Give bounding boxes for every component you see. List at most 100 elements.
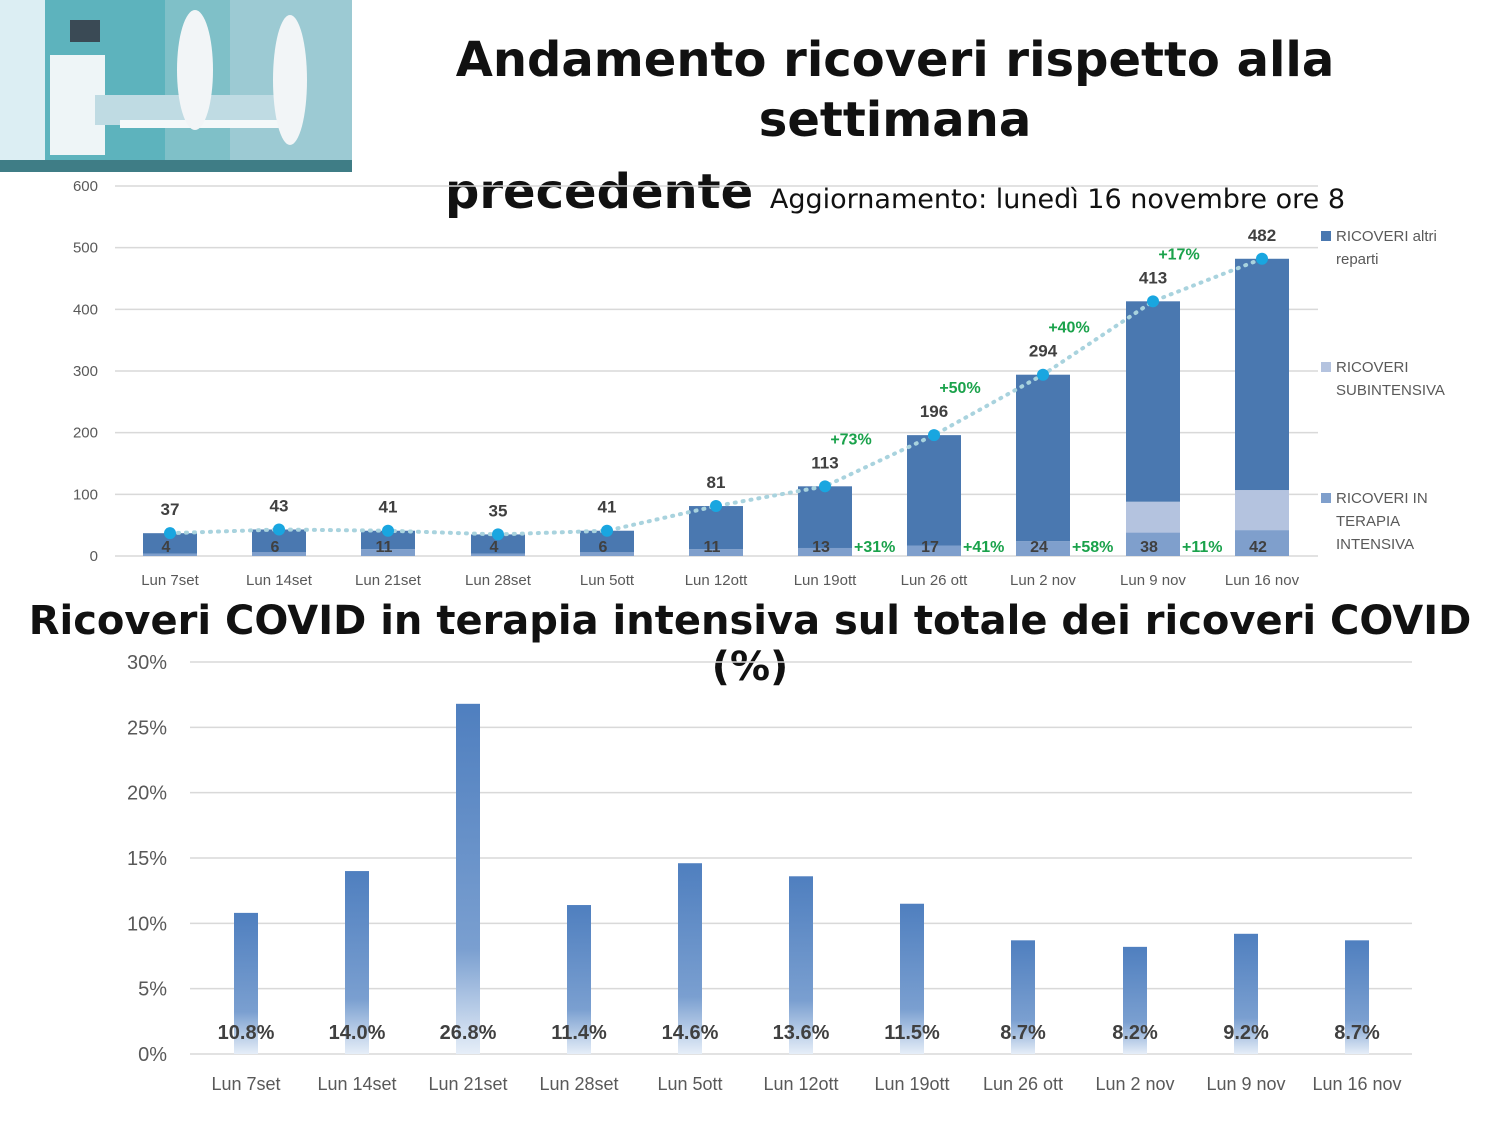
x-tick-label: Lun 21set bbox=[428, 1074, 507, 1094]
legend-label: reparti bbox=[1336, 251, 1379, 268]
hospital-illustration bbox=[0, 0, 352, 172]
data-label: 14.0% bbox=[329, 1022, 386, 1044]
data-label: 11.4% bbox=[551, 1022, 607, 1044]
ti-change-label: +41% bbox=[963, 539, 1004, 556]
y-tick-label: 600 bbox=[73, 178, 98, 195]
total-point bbox=[382, 524, 394, 537]
pct-bar bbox=[900, 903, 924, 1054]
ti-change-label: +31% bbox=[854, 539, 895, 556]
legend-swatch bbox=[1321, 231, 1331, 241]
y-tick-label: 500 bbox=[73, 240, 98, 257]
legend-swatch bbox=[1321, 493, 1331, 503]
pct-bar bbox=[1123, 946, 1147, 1054]
total-label: 41 bbox=[379, 498, 398, 517]
bar-segment bbox=[580, 530, 634, 553]
x-tick-label: Lun 21set bbox=[355, 572, 422, 589]
bar-segment bbox=[361, 530, 415, 550]
bar-segment bbox=[798, 486, 852, 548]
bar-segment bbox=[143, 553, 197, 556]
total-point bbox=[928, 429, 940, 442]
total-label: 41 bbox=[598, 498, 617, 517]
bar-segment bbox=[361, 549, 415, 556]
bar-segment bbox=[907, 435, 961, 546]
total-label: 482 bbox=[1248, 226, 1276, 245]
data-label: 9.2% bbox=[1223, 1022, 1269, 1044]
legend-label: RICOVERI bbox=[1336, 359, 1409, 376]
y-tick-label: 30% bbox=[127, 652, 167, 674]
x-tick-label: Lun 16 nov bbox=[1225, 572, 1300, 589]
y-tick-label: 15% bbox=[127, 848, 167, 870]
x-tick-label: Lun 19ott bbox=[874, 1074, 949, 1094]
ti-change-label: +58% bbox=[1072, 539, 1113, 556]
total-point bbox=[1256, 252, 1268, 265]
ti-label: 11 bbox=[704, 539, 721, 556]
total-label: 413 bbox=[1139, 268, 1167, 287]
pct-bar bbox=[1234, 933, 1258, 1054]
x-tick-label: Lun 12ott bbox=[685, 572, 748, 589]
total-point bbox=[1147, 295, 1159, 308]
x-tick-label: Lun 5ott bbox=[657, 1074, 722, 1094]
data-label: 8.7% bbox=[1334, 1022, 1380, 1044]
x-tick-label: Lun 9 nov bbox=[1120, 572, 1186, 589]
total-label: 294 bbox=[1029, 342, 1058, 361]
ti-label: 13 bbox=[812, 539, 830, 556]
y-tick-label: 300 bbox=[73, 363, 98, 380]
pct-bar bbox=[1011, 940, 1035, 1054]
x-tick-label: Lun 26 ott bbox=[901, 572, 969, 589]
bar-segment bbox=[580, 552, 634, 556]
pct-bar bbox=[1345, 940, 1369, 1054]
legend-label: INTENSIVA bbox=[1336, 536, 1414, 553]
x-tick-label: Lun 12ott bbox=[763, 1074, 838, 1094]
y-tick-label: 100 bbox=[73, 486, 98, 503]
data-label: 26.8% bbox=[440, 1022, 497, 1044]
pct-bar bbox=[789, 876, 813, 1054]
bar-segment bbox=[471, 553, 525, 556]
legend-label: TERAPIA bbox=[1336, 513, 1400, 530]
bar-segment bbox=[1016, 541, 1070, 556]
data-label: 8.7% bbox=[1000, 1022, 1046, 1044]
legend-label: RICOVERI altri bbox=[1336, 228, 1437, 245]
x-tick-label: Lun 2 nov bbox=[1095, 1074, 1174, 1094]
bar-segment bbox=[1235, 258, 1289, 491]
total-change-label: +17% bbox=[1158, 246, 1199, 263]
total-point bbox=[492, 528, 504, 541]
bar-segment bbox=[252, 529, 306, 553]
update-text: Aggiornamento: lunedì 16 novembre ore 8 bbox=[769, 184, 1346, 215]
x-tick-label: Lun 19ott bbox=[794, 572, 857, 589]
pct-bar bbox=[567, 905, 591, 1054]
ti-label: 17 bbox=[921, 539, 939, 556]
total-label: 43 bbox=[270, 496, 289, 515]
bar-segment bbox=[689, 549, 743, 556]
bar-segment bbox=[471, 534, 525, 554]
data-label: 13.6% bbox=[773, 1022, 830, 1044]
x-tick-label: Lun 14set bbox=[317, 1074, 396, 1094]
y-tick-label: 25% bbox=[127, 717, 167, 739]
total-point bbox=[710, 500, 722, 513]
ti-change-label: +11% bbox=[1182, 539, 1222, 556]
total-label: 37 bbox=[161, 500, 180, 519]
bar-segment bbox=[1126, 532, 1180, 556]
data-label: 14.6% bbox=[662, 1022, 719, 1044]
y-tick-label: 0% bbox=[138, 1044, 167, 1066]
bar-segment bbox=[1016, 374, 1070, 542]
total-label: 35 bbox=[489, 501, 508, 520]
bar-segment bbox=[1235, 490, 1289, 531]
y-tick-label: 400 bbox=[73, 301, 98, 318]
total-point bbox=[601, 524, 613, 537]
data-label: 10.8% bbox=[218, 1022, 275, 1044]
total-label: 196 bbox=[920, 402, 948, 421]
data-label: 11.5% bbox=[884, 1022, 940, 1044]
ti-label: 6 bbox=[271, 539, 280, 556]
bar-segment bbox=[1126, 301, 1180, 502]
x-tick-label: Lun 7set bbox=[211, 1074, 280, 1094]
ti-label: 6 bbox=[599, 539, 608, 556]
total-label: 81 bbox=[707, 473, 726, 492]
x-tick-label: Lun 14set bbox=[246, 572, 313, 589]
total-label: 113 bbox=[811, 453, 838, 472]
bar-segment bbox=[907, 545, 961, 556]
legend-label: SUBINTENSIVA bbox=[1336, 382, 1445, 399]
pct-bar bbox=[234, 912, 258, 1054]
ti-label: 42 bbox=[1249, 539, 1267, 556]
pct-bar bbox=[678, 863, 702, 1054]
